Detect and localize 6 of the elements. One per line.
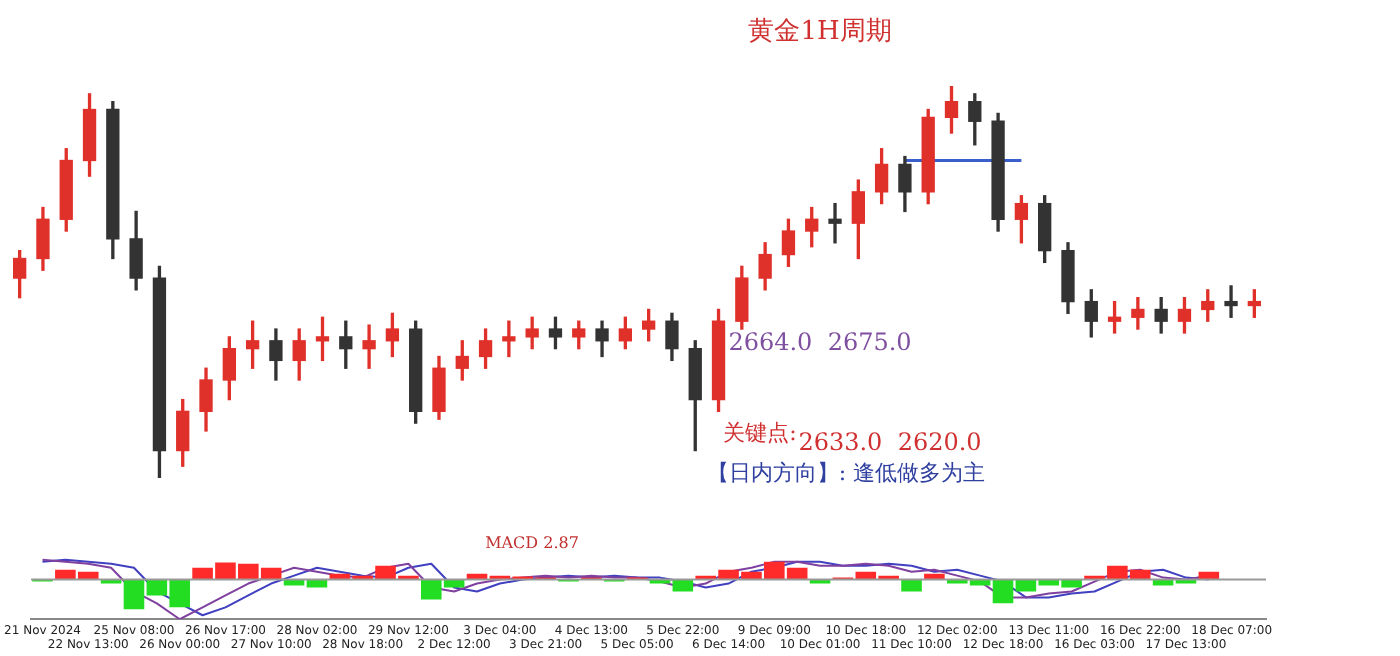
- annotation: 【日内方向】: 逢低做多为主: [706, 459, 986, 486]
- annotation: 2664.0 2675.0: [728, 328, 912, 357]
- annotation: 关键点:: [723, 419, 797, 446]
- annotation: 2633.0 2620.0: [798, 428, 982, 457]
- chart-title: MACD 2.87: [485, 534, 579, 553]
- chart-title: 黄金1H周期: [748, 16, 892, 47]
